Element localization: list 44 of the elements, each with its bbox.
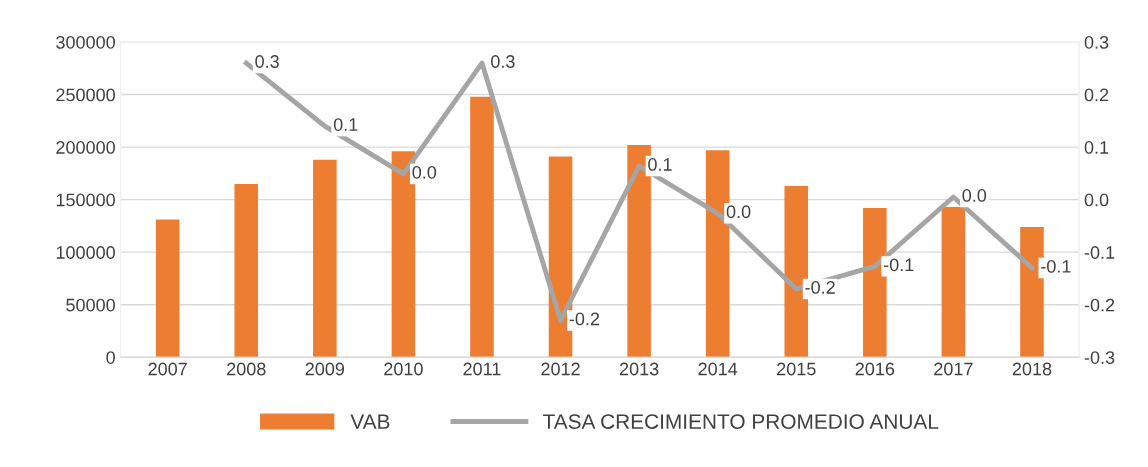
x-tick-label: 2007 [148,362,187,376]
y-tick-label: 50000 [66,298,115,312]
y2-tick-label: -0.3 [1084,351,1115,364]
y-tick-label: 0 [106,351,115,364]
bar [155,219,180,358]
x-tick-label: 2015 [777,362,816,376]
x-tick-label: 2011 [463,362,501,376]
data-label: 0.3 [255,55,279,68]
x-tick-label: 2009 [305,362,345,376]
data-label: -0.1 [883,258,914,272]
data-label: -0.1 [1041,260,1071,273]
y-tick-label: 200000 [56,141,115,154]
bar [234,183,259,358]
x-tick-label: 2013 [619,362,659,376]
x-tick-label: 2010 [384,362,423,376]
y2-tick-label: 0.2 [1084,88,1109,102]
y2-tick-label: 0.1 [1084,141,1109,154]
x-tick-label: 2016 [855,362,895,376]
y2-tick-label: -0.2 [1084,298,1115,312]
y2-tick-label: 0.0 [1084,193,1109,207]
x-tick-label: 2012 [541,362,580,376]
legend-label: VAB [350,414,390,429]
y2-tick-label: 0.3 [1084,35,1109,49]
x-tick-label: 2008 [227,362,266,376]
x-tick-label: 2014 [698,362,738,376]
legend-label: TASA CRECIMIENTO PROMEDIO ANUAL [543,414,939,429]
data-label: 0.1 [648,158,672,171]
y-tick-label: 250000 [56,88,115,102]
bar [941,207,966,358]
y-tick-label: 150000 [56,193,115,207]
data-label: -0.2 [805,281,835,294]
data-label: -0.2 [569,312,600,326]
data-label: 0.3 [491,55,515,68]
x-tick-label: 2017 [934,362,973,376]
bar [470,96,494,358]
data-label: 0.0 [726,205,751,219]
y-tick-label: 300000 [56,35,115,49]
y2-tick-label: -0.1 [1084,246,1115,259]
data-label: 0.1 [333,118,358,131]
data-label: 0.0 [962,189,987,202]
bar [313,159,337,358]
data-label: 0.0 [412,165,437,179]
y-tick-label: 100000 [56,246,115,259]
x-tick-label: 2018 [1012,362,1052,376]
